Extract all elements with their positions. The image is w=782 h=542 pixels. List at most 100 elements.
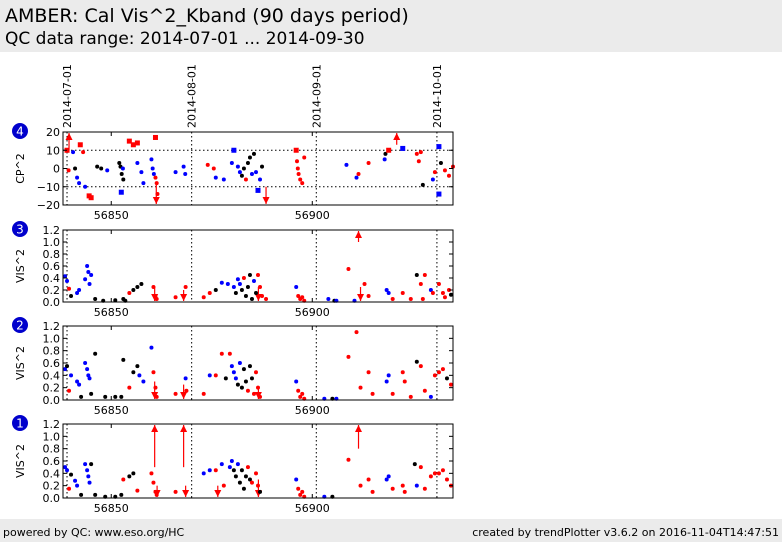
data-point: [386, 474, 391, 479]
data-point: [95, 164, 100, 169]
data-point: [251, 151, 256, 156]
data-point: [296, 486, 301, 491]
outlier-arrowhead: [262, 197, 270, 204]
data-point: [149, 345, 154, 350]
data-point: [65, 279, 70, 283]
data-point: [432, 373, 437, 378]
data-point: [183, 171, 188, 176]
panel-badge-number: 3: [16, 223, 24, 237]
data-point: [119, 492, 124, 497]
data-point: [207, 373, 212, 378]
date-marker-label: 2014-09-01: [310, 64, 323, 128]
y-tick-label: 0.4: [43, 369, 61, 382]
data-point: [85, 468, 90, 473]
data-point: [428, 394, 433, 399]
data-point: [444, 477, 449, 482]
data-point: [235, 277, 240, 282]
y-tick-label: 0.4: [43, 467, 61, 480]
data-point: [418, 364, 423, 369]
data-point: [384, 288, 389, 292]
data-point: [213, 175, 218, 180]
data-point: [131, 471, 136, 476]
data-point: [207, 291, 212, 295]
y-tick-label: 0.0: [43, 492, 61, 505]
data-point: [249, 297, 254, 301]
data-point: [249, 376, 254, 381]
data-point: [442, 168, 447, 173]
y-tick-label: 0.0: [43, 394, 61, 407]
data-point: [384, 379, 389, 384]
data-point: [420, 297, 425, 301]
y-axis-label: VIS^2: [14, 444, 27, 478]
data-point: [414, 359, 419, 364]
data-point: [81, 150, 86, 155]
data-point: [173, 391, 178, 396]
x-tick-label: 56900: [295, 209, 330, 222]
data-point: [256, 385, 260, 390]
outlier-arrowhead: [357, 294, 365, 301]
x-tick-label: 56900: [295, 306, 330, 319]
data-point: [154, 297, 159, 301]
data-point: [442, 295, 447, 300]
outlier-arrowhead: [151, 392, 159, 399]
data-point: [75, 291, 80, 295]
outlier-arrowhead: [180, 425, 188, 432]
outlier-arrowhead: [180, 294, 188, 301]
data-point: [414, 151, 419, 156]
data-point: [408, 297, 413, 301]
data-point: [422, 486, 427, 491]
y-tick-label: 0.8: [43, 248, 61, 261]
data-point: [231, 285, 236, 289]
data-point: [446, 288, 451, 292]
data-point: [181, 164, 186, 169]
data-point: [412, 462, 417, 467]
date-marker-label: 2014-10-01: [431, 64, 444, 128]
data-point: [293, 147, 299, 153]
data-point: [258, 177, 263, 182]
data-point: [135, 488, 140, 493]
data-point: [430, 177, 435, 182]
data-point: [258, 394, 263, 399]
data-point: [75, 379, 80, 384]
data-point: [201, 391, 206, 396]
data-point: [88, 195, 94, 201]
data-point: [326, 297, 331, 301]
page-footer: powered by QC: www.eso.org/HC created by…: [0, 519, 782, 542]
data-point: [235, 164, 240, 169]
data-point: [113, 394, 118, 399]
data-point: [153, 175, 158, 180]
page-subtitle: QC data range: 2014-07-01 ... 2014-09-30: [5, 29, 365, 49]
data-point: [239, 173, 244, 178]
data-point: [121, 357, 126, 362]
data-point: [243, 294, 248, 298]
x-tick-label: 56850: [94, 404, 129, 417]
data-point: [296, 171, 301, 176]
data-point: [344, 162, 349, 167]
data-point: [155, 192, 160, 197]
outlier-arrowhead: [152, 197, 160, 204]
y-tick-label: 0.6: [43, 260, 61, 273]
data-point: [152, 134, 158, 140]
data-point: [83, 184, 88, 189]
data-point: [183, 285, 188, 289]
data-point: [126, 138, 132, 144]
data-point: [390, 486, 395, 491]
y-tick-label: 0.4: [43, 272, 61, 285]
data-point: [245, 161, 250, 166]
data-point: [448, 382, 453, 387]
data-point: [258, 285, 263, 289]
data-point: [73, 478, 78, 483]
data-point: [83, 277, 88, 282]
data-point: [420, 182, 425, 187]
data-point: [221, 177, 226, 182]
data-point: [358, 483, 363, 488]
data-point: [400, 145, 406, 151]
data-point: [75, 175, 80, 180]
y-tick-label: 0.6: [43, 357, 61, 370]
x-tick-label: 56850: [94, 209, 129, 222]
y-tick-label: 0.0: [43, 296, 61, 309]
y-tick-label: −10: [37, 181, 60, 194]
data-point: [237, 170, 242, 175]
y-tick-label: 0.6: [43, 455, 61, 468]
data-point: [86, 270, 91, 274]
